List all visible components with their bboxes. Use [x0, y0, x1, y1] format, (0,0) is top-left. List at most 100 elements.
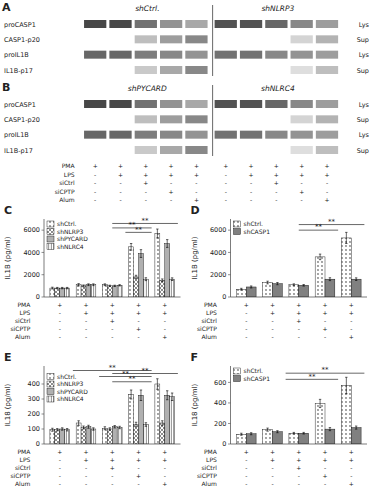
band: [135, 146, 157, 154]
condition-sign: -: [119, 188, 121, 195]
condition-sign: -: [59, 309, 61, 316]
y-tick: [42, 384, 45, 385]
panel-label: F: [191, 351, 199, 364]
error-bar: [171, 393, 173, 401]
condition-sign: -: [85, 472, 87, 479]
band: [240, 66, 262, 74]
condition-sign: +: [299, 162, 304, 169]
condition-sign: -: [301, 179, 303, 186]
y-tick: [42, 444, 45, 445]
bar: [325, 279, 335, 297]
condition-sign: -: [275, 196, 277, 203]
condition-sign: +: [322, 472, 327, 479]
condition-sign: +: [110, 456, 115, 463]
y-tick: [228, 402, 231, 403]
error-bar: [145, 278, 147, 281]
band: [316, 115, 338, 123]
legend: shCtrl.shNLRP3shPYCARDshNLRC4: [47, 373, 88, 403]
condition-sign: -: [250, 179, 252, 186]
bar: [143, 425, 148, 445]
error-bar: [345, 232, 347, 243]
y-tick-label: 100: [28, 425, 40, 433]
condition-sign: -: [85, 333, 87, 340]
error-bar: [302, 432, 304, 434]
condition-sign: -: [245, 317, 247, 324]
condition-sign: +: [83, 448, 88, 455]
y-axis: [44, 219, 45, 297]
legend-label: shNLRC4: [57, 243, 84, 250]
condition-name: Alum: [201, 480, 217, 487]
condition-sign: -: [137, 333, 139, 340]
band: [265, 115, 287, 123]
legend-label: shCtrl.: [244, 220, 264, 227]
condition-sign: -: [271, 480, 273, 487]
bar: [246, 287, 256, 297]
condition-sign: +: [118, 171, 123, 178]
error-bar: [276, 431, 278, 433]
legend-label: shCASP1: [244, 375, 271, 382]
condition-sign: -: [245, 325, 247, 332]
condition-sign: -: [350, 472, 352, 479]
bar: [107, 286, 112, 297]
bar: [263, 430, 273, 444]
band: [291, 20, 313, 28]
row-side-label: Sup: [357, 36, 369, 44]
error-bar: [92, 428, 94, 430]
condition-sign: +: [162, 456, 167, 463]
row-side-label: Sup: [357, 67, 369, 75]
bar: [289, 433, 299, 444]
plot-area: [236, 377, 361, 444]
sig-label: **: [135, 226, 143, 234]
condition-sign: -: [324, 480, 326, 487]
condition-sign: +: [110, 464, 115, 471]
legend-label: shNLRP3: [57, 380, 84, 387]
legend: shCtrl.shCASP1: [234, 367, 271, 382]
band: [291, 66, 313, 74]
bar: [117, 285, 122, 297]
band: [291, 100, 313, 108]
condition-sign: -: [59, 480, 61, 487]
y-tick-label: 200: [28, 410, 40, 418]
condition-sign: +: [110, 317, 115, 324]
bar: [170, 397, 175, 444]
condition-sign: +: [110, 448, 115, 455]
bar: [102, 285, 107, 297]
condition-sign: +: [322, 301, 327, 308]
band: [135, 100, 157, 108]
condition-name: LPS: [206, 456, 217, 463]
y-tick: [228, 297, 231, 298]
band: [240, 146, 262, 154]
bar: [273, 284, 283, 297]
legend-label: shNLRC4: [57, 395, 84, 402]
condition-sign: +: [136, 456, 141, 463]
band: [316, 100, 338, 108]
condition-sign: -: [271, 317, 273, 324]
condition-sign: +: [83, 309, 88, 316]
condition-name: siCtrl: [59, 179, 75, 186]
condition-sign: -: [326, 188, 328, 195]
legend-swatch: [47, 244, 54, 250]
condition-sign: -: [324, 317, 326, 324]
band: [185, 131, 207, 139]
band: [265, 146, 287, 154]
condition-sign: +: [136, 309, 141, 316]
condition-sign: -: [111, 480, 113, 487]
y-axis: [230, 366, 231, 444]
sig-label: **: [322, 366, 330, 374]
band: [135, 51, 157, 59]
bar-panel: C0200040006000IL1B (pg/ml)******shCtrl.s…: [4, 204, 181, 340]
condition-sign: -: [350, 317, 352, 324]
error-bar: [118, 285, 120, 286]
band: [160, 100, 182, 108]
condition-sign: +: [296, 301, 301, 308]
condition-sign: -: [59, 325, 61, 332]
band: [109, 66, 131, 74]
condition-sign: +: [162, 309, 167, 316]
bar: [139, 395, 144, 444]
band: [265, 131, 287, 139]
error-bar: [345, 377, 347, 393]
condition-sign: -: [137, 464, 139, 471]
bar: [341, 386, 351, 445]
condition-sign: +: [162, 480, 167, 487]
condition-sign: +: [249, 171, 254, 178]
